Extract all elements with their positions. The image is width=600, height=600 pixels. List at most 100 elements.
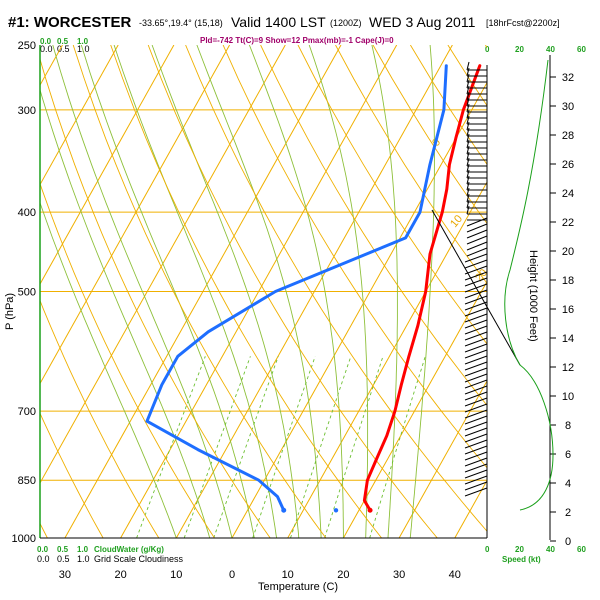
isotherm-m10 [175,45,453,538]
wind-barb-flag [466,193,470,203]
dry-adiabat-270 [40,182,215,538]
height-tick-12: 12 [562,362,574,374]
grid-layer: 0 10 20 [0,45,487,538]
wind-barb-shaft [464,415,488,425]
mixing-ratio-5 [252,356,316,538]
height-tick-2: 2 [565,507,571,519]
gs-bot-0: 0.0 [37,554,50,564]
dry-adiabat-300 [110,45,382,538]
wind-barb-flag [466,115,470,125]
height-tick-32: 32 [562,72,574,84]
wind-barb-flag [466,181,470,191]
wind-barb-shaft [464,487,488,497]
moist-adiabat--4 [40,88,211,538]
height-tick-4: 4 [565,478,571,490]
wind-barb-shaft [466,229,488,239]
wind-barb-shaft [464,295,488,305]
temp-tick-6: 30 [393,569,405,581]
height-tick-18: 18 [562,275,574,287]
station-coords: -33.65°,19.4° (15,18) [139,18,223,28]
mixing-ratio-layer [40,45,435,538]
moist-adiabat-4 [80,45,255,538]
isotherm-m70 [40,45,119,186]
moist-adiabat-32 [409,45,435,538]
moist-adiabat-0 [52,45,233,538]
temp-tick-7: 40 [449,569,461,581]
moist-adiabat-12 [151,45,300,538]
dry-adiabat-280 [40,57,271,538]
wind-barb-shaft [464,421,488,431]
isotherm-m90 [0,45,7,538]
height-tick-16: 16 [562,304,574,316]
wind-barb-shaft [464,457,488,467]
speed-top-3: 60 [577,45,586,54]
wind-barb-shaft [466,247,488,257]
dry-adiabat-310 [147,45,438,538]
wind-barb-flag [466,67,470,77]
speed-bot-1: 20 [515,545,524,554]
moist-adiabat--10 [40,201,177,538]
height-tick-28: 28 [562,130,574,142]
wind-barb-flag [466,127,470,137]
gs-bot-1: 0.5 [57,554,70,564]
station-title: #1: WORCESTER [8,14,132,31]
wind-barb-shaft [464,253,488,263]
pressure-tick-500: 500 [18,287,36,299]
speed-bot-2: 40 [546,545,555,554]
wind-barb-shaft [464,379,488,389]
wind-barb-shaft [464,451,488,461]
temp-tick-2: 10 [170,569,182,581]
stability-indices: Pld=-742 Tt(C)=9 Show=12 Pmax(mb)=-1 Cap… [200,36,394,45]
wind-barb-shaft [464,409,488,419]
wind-barb-shaft [464,367,488,377]
wind-barb-shaft [464,463,488,473]
wind-barb-flag [466,73,470,83]
wind-barb-flag [466,91,470,101]
temp-tick-5: 20 [337,569,349,581]
mixing-ratio-8 [290,356,352,538]
wind-barb-shaft [464,331,488,341]
wind-barb-flag [466,205,470,215]
wind-barb-shaft [464,445,488,455]
wind-barb-shaft [464,271,488,281]
height-tick-26: 26 [562,159,574,171]
speed-axis-label: Speed (kt) [502,555,541,564]
wind-barb-shaft [464,337,488,347]
dry-adiabat-370 [372,45,487,225]
wind-barb-shaft [464,319,488,329]
wind-barb-shaft [464,403,488,413]
wind-barb-shaft [464,325,488,335]
moist-adiabat-16 [196,45,322,538]
cw-top-2: 1.0 [77,37,89,46]
wind-barb-shaft [466,235,488,245]
temp-tick-4: 10 [282,569,294,581]
wind-barb-shaft [464,481,488,491]
cw-bot-2: 1.0 [77,545,89,554]
isotherm-label-1: 10 [448,213,465,230]
wind-barb-shaft [466,241,488,251]
isotherm-30 [398,380,487,538]
pressure-tick-250: 250 [18,40,36,52]
gs-bot-2: 1.0 [77,554,90,564]
temp-tick-1: 20 [114,569,126,581]
wind-barb-shaft [466,217,488,227]
height-tick-30: 30 [562,101,574,113]
wind-barb-flag [466,97,470,107]
temperature-ticks: 30 20 10 0 10 20 30 40 [59,569,461,581]
wind-barb-shaft [464,259,488,269]
top-left-scale: 0.0 0.5 1.0 0.0 0.5 1.0 [40,37,90,54]
dry-adiabat-250 [40,412,104,538]
pressure-tick-850: 850 [18,475,36,487]
wind-barb-flag [466,103,470,113]
isotherm-m60 [40,45,175,286]
wind-barb-column [431,61,521,538]
adiabat-layer [40,45,487,538]
speed-top-2: 40 [546,45,555,54]
wind-barb-shaft [464,283,488,293]
x-axis-title: Temperature (C) [258,581,338,593]
forecast-label: [18hrFcst@2200z] [486,18,560,28]
pressure-ticks: 250 300 400 500 700 850 1000 [12,40,36,545]
speed-bot-0: 0 [485,545,490,554]
